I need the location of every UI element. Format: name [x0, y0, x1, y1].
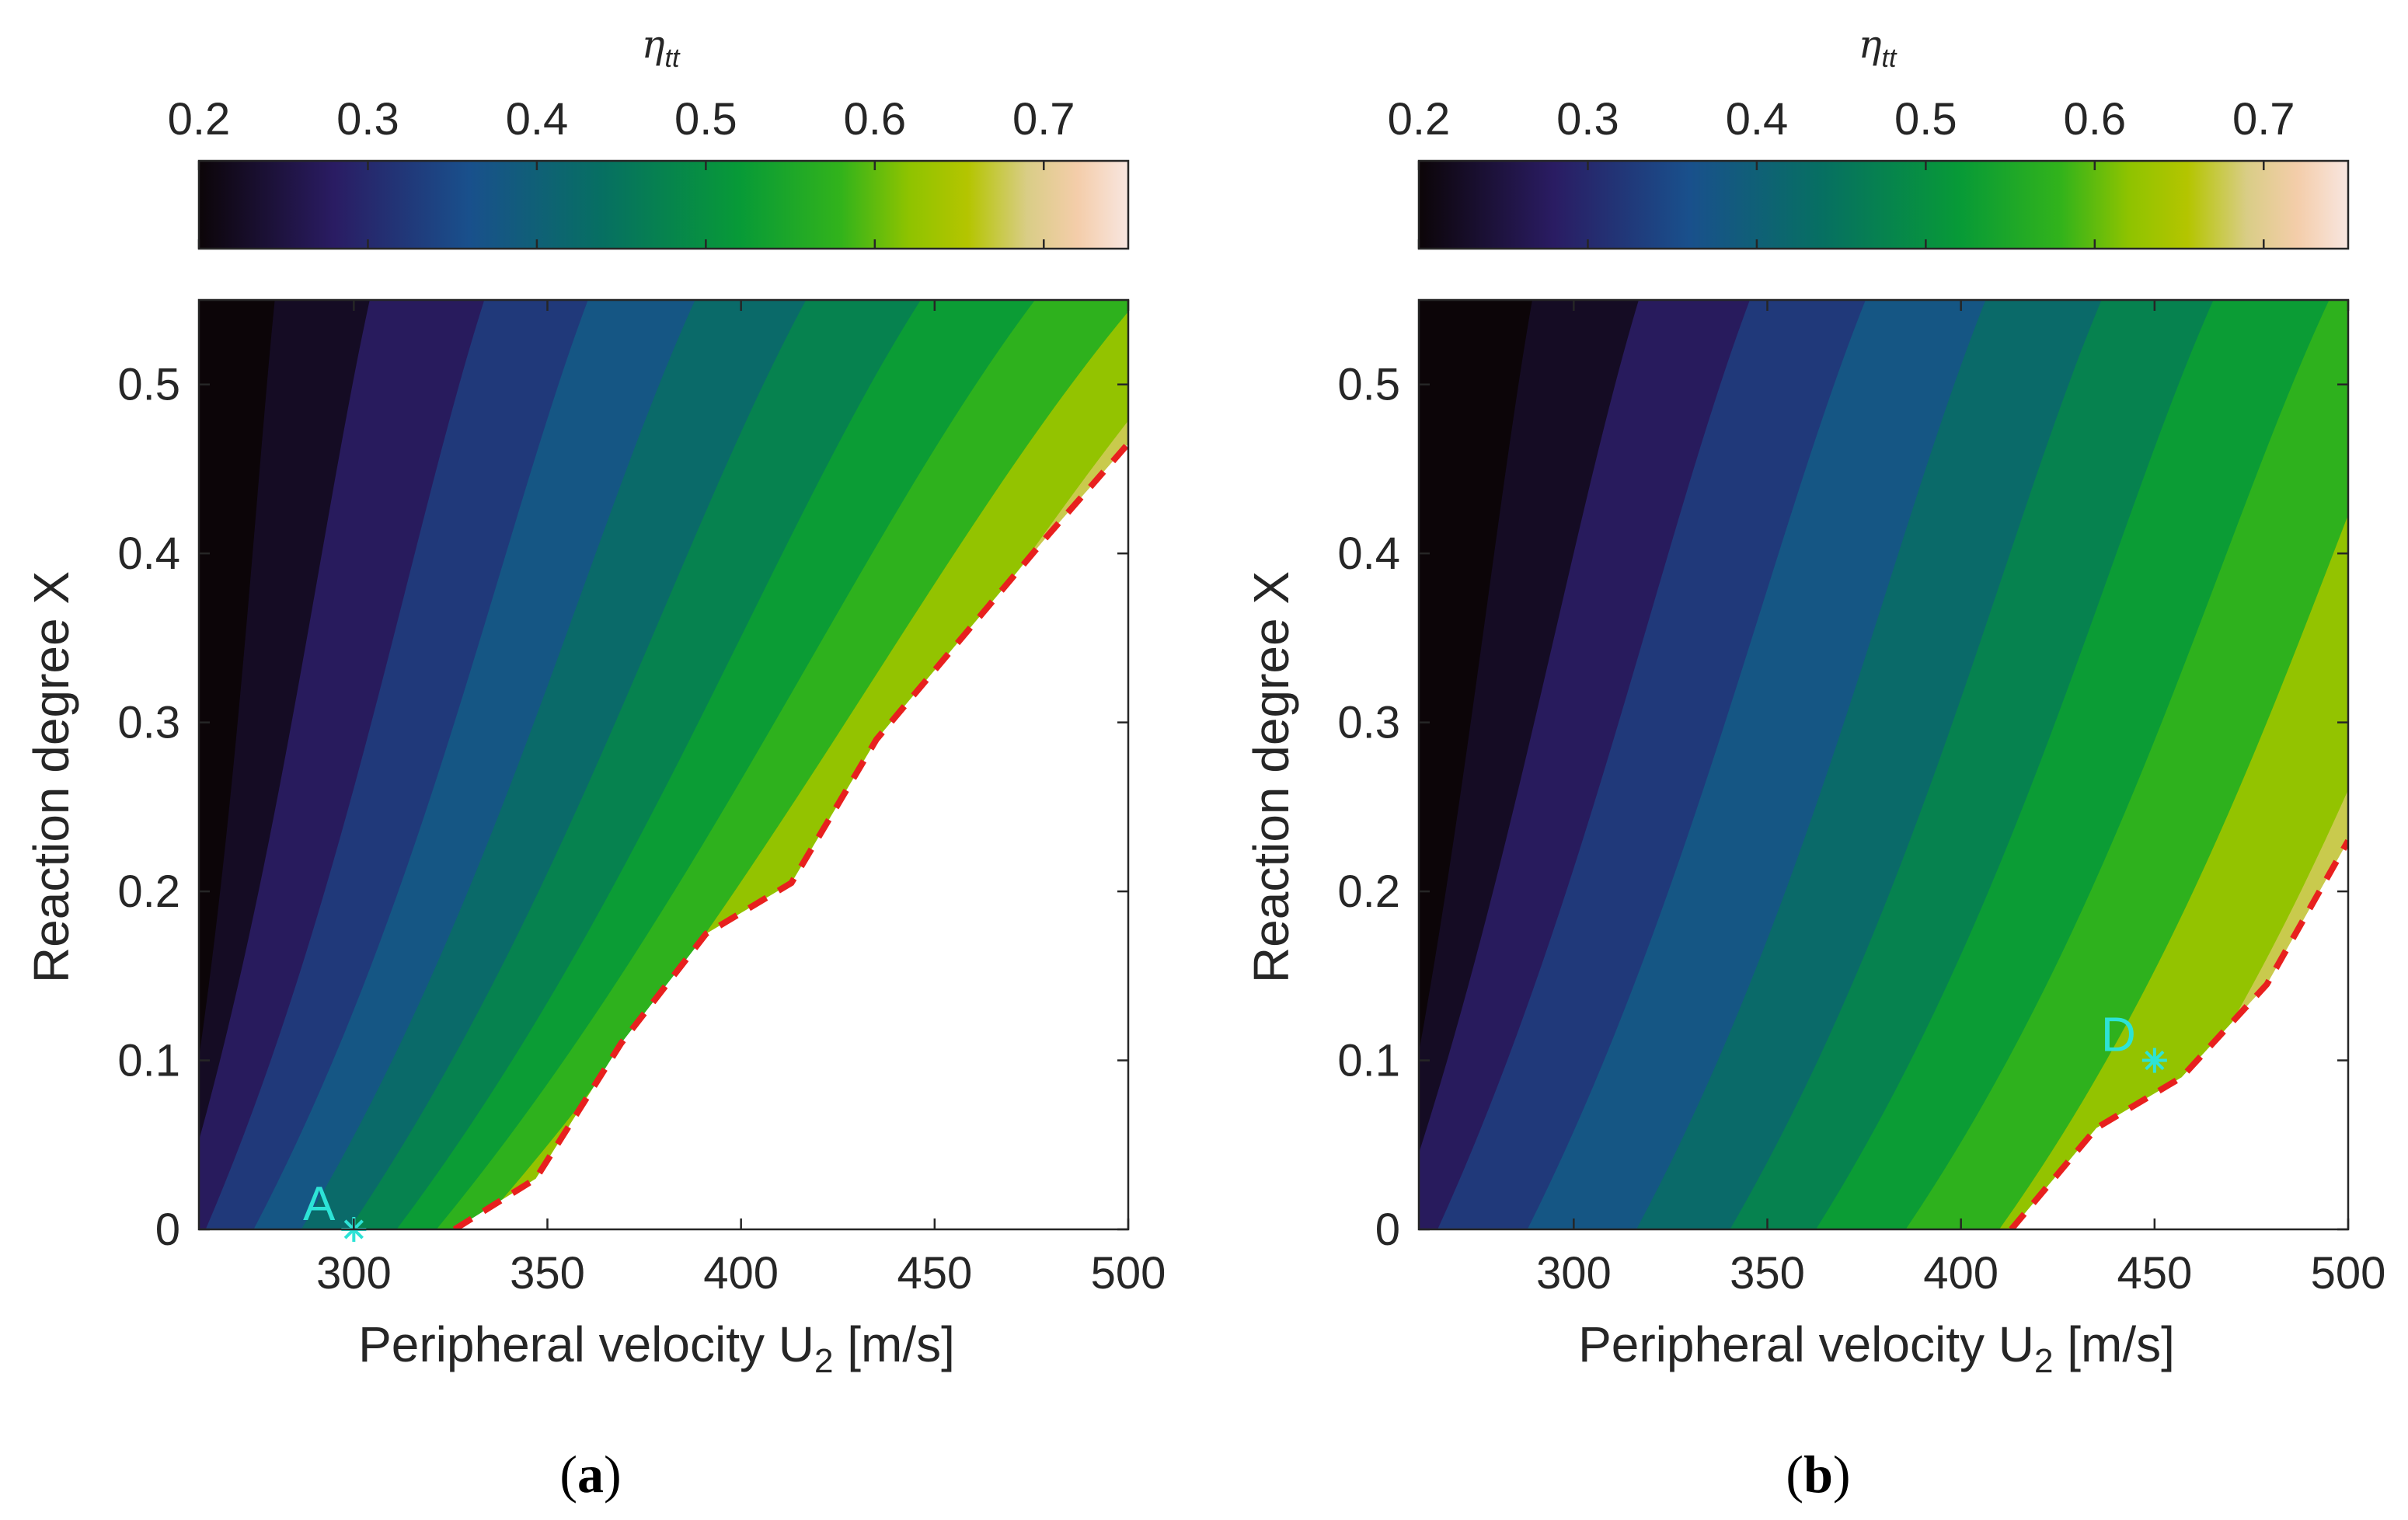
x-tick-label: 400 — [703, 1248, 779, 1299]
y-tick-label: 0.2 — [1337, 866, 1400, 917]
plot-b: D 300 350 400 450 500 0 0.1 0.2 0.3 0.4 0.5 Periph… — [1243, 298, 2385, 1380]
colorbar-tick-label: 0.4 — [1726, 94, 1789, 145]
x-tick-label: 350 — [510, 1248, 585, 1299]
colorbar-b-label: ηtt — [1859, 22, 1897, 73]
caption-a: (a) — [559, 1445, 621, 1504]
x-tick-label: 350 — [1730, 1248, 1805, 1299]
axes-b-ticks: 300 350 400 450 500 0 0.1 0.2 0.3 0.4 0.5 — [1337, 300, 2385, 1299]
colorbar-tick-label: 0.7 — [1012, 94, 1075, 145]
infeasible-region — [2011, 840, 2348, 1229]
colorbar-b-bar — [1417, 159, 2350, 250]
colorbar-tick-label: 0.5 — [1894, 94, 1957, 145]
x-tick-label: 500 — [1091, 1248, 1166, 1299]
colorbar-tick-label: 0.2 — [168, 94, 231, 145]
y-tick-label: 0.4 — [1337, 528, 1400, 579]
y-tick-label: 0.1 — [1337, 1036, 1400, 1086]
colorbar-tick-label: 0.4 — [506, 94, 569, 145]
colorbar-tick-label: 0.6 — [2063, 94, 2126, 145]
y-tick-label: 0.3 — [1337, 698, 1400, 748]
colorbar-a-label: ηtt — [642, 22, 681, 73]
caption-b: (b) — [1786, 1445, 1850, 1504]
y-tick-label: 0 — [155, 1204, 180, 1255]
x-tick-label: 500 — [2311, 1248, 2386, 1299]
axes-a-frame — [197, 298, 1130, 1231]
plot-a: A 300 350 400 450 500 0 0.1 0.2 0.3 0.4 0.5 Periph… — [23, 298, 1166, 1380]
y-axis-label-b: Reaction degree X — [1243, 571, 1299, 983]
colorbar-tick-label: 0.2 — [1388, 94, 1451, 145]
y-tick-label: 0.5 — [1337, 360, 1400, 410]
axes-a-ticks: 300 350 400 450 500 0 0.1 0.2 0.3 0.4 0.5 — [117, 300, 1166, 1299]
colorbar-b: ηtt 0.2 0.3 0.4 0.5 0.6 0.7 — [1388, 22, 2350, 250]
colorbar-b-ticks: 0.2 0.3 0.4 0.5 0.6 0.7 — [1388, 94, 2295, 249]
y-tick-label: 0.4 — [117, 528, 180, 579]
colorbar-a-bar — [197, 159, 1130, 250]
marker-label: D — [2101, 1009, 2136, 1062]
panel-b: ηtt 0.2 0.3 0.4 0.5 0.6 0.7 D 300 350 400 450 500… — [1243, 22, 2385, 1504]
infeasible-region — [454, 443, 1128, 1229]
y-tick-label: 0.2 — [117, 866, 180, 917]
marker-star-stroke — [2145, 1050, 2165, 1071]
y-tick-label: 0.1 — [117, 1036, 180, 1086]
x-tick-label: 450 — [897, 1248, 972, 1299]
contour-area-a — [199, 300, 1128, 1229]
colorbar-tick-label: 0.7 — [2232, 94, 2295, 145]
y-tick-label: 0.3 — [117, 698, 180, 748]
marker-D: D — [2101, 1009, 2167, 1073]
y-axis-label-a: Reaction degree X — [23, 571, 79, 983]
x-tick-label: 300 — [1536, 1248, 1612, 1299]
y-tick-label: 0.5 — [117, 360, 180, 410]
colorbar-a-ticks: 0.2 0.3 0.4 0.5 0.6 0.7 — [168, 94, 1075, 249]
marker-label: A — [303, 1177, 336, 1231]
y-tick-label: 0 — [1375, 1204, 1400, 1255]
colorbar-tick-label: 0.3 — [1556, 94, 1619, 145]
x-tick-label: 300 — [316, 1248, 392, 1299]
panel-a: ηtt 0.2 0.3 0.4 0.5 0.6 0.7 A 300 350 400 450 500… — [23, 22, 1166, 1504]
x-axis-label-b: Peripheral velocity U2 [m/s] — [1578, 1316, 2175, 1380]
colorbar-tick-label: 0.5 — [674, 94, 737, 145]
colorbar-tick-label: 0.6 — [843, 94, 906, 145]
feasibility-limit-line — [2009, 838, 2348, 1229]
axes-b-frame — [1417, 298, 2350, 1231]
feasibility-limit-line — [452, 441, 1128, 1229]
colorbar-a: ηtt 0.2 0.3 0.4 0.5 0.6 0.7 — [168, 22, 1130, 250]
x-tick-label: 400 — [1923, 1248, 1999, 1299]
x-tick-label: 450 — [2117, 1248, 2192, 1299]
colorbar-tick-label: 0.3 — [336, 94, 399, 145]
contour-area-b — [1419, 300, 2348, 1229]
x-axis-label-a: Peripheral velocity U2 [m/s] — [358, 1316, 955, 1380]
